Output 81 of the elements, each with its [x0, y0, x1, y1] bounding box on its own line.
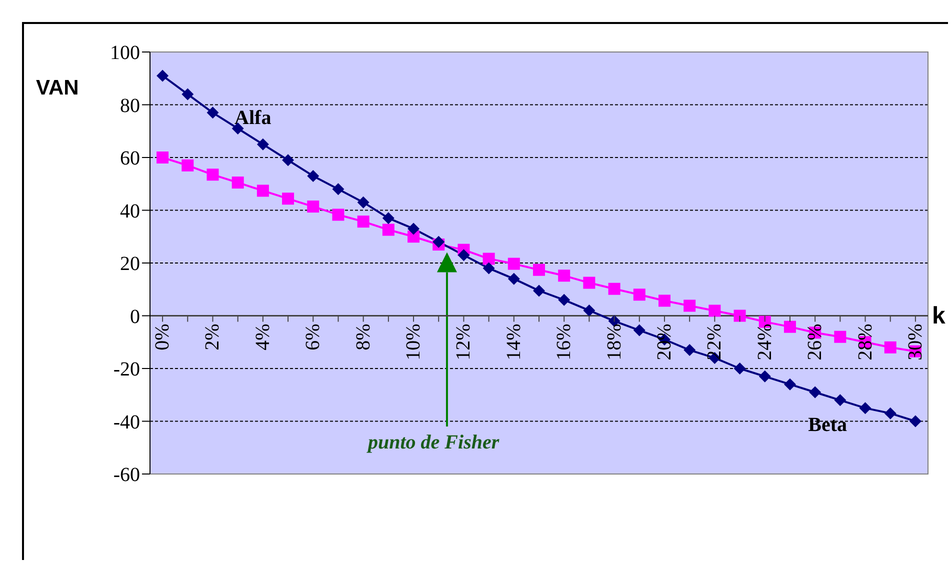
point — [708, 304, 721, 317]
y-tick-label: -20 — [113, 358, 140, 381]
x-tick-label: 2% — [202, 324, 224, 350]
point — [658, 294, 670, 307]
point — [408, 222, 420, 235]
point — [884, 407, 896, 420]
x-tick-label: 0% — [152, 324, 174, 350]
point — [232, 176, 244, 189]
point — [432, 236, 445, 248]
point — [633, 324, 646, 336]
point — [734, 310, 746, 322]
point — [256, 184, 269, 197]
point — [382, 224, 394, 236]
annotation: punto de Fisher — [366, 431, 500, 454]
point — [482, 262, 495, 274]
point — [734, 362, 746, 374]
point — [558, 294, 570, 306]
point — [156, 152, 169, 164]
x-tick-label: 4% — [252, 324, 274, 350]
x-tick-label: 30% — [904, 324, 926, 360]
point — [758, 370, 771, 382]
x-tick-label: 12% — [452, 324, 475, 360]
point — [834, 330, 846, 343]
point — [206, 106, 219, 119]
y-tick-label: 40 — [120, 200, 140, 222]
x-tick-label: 22% — [704, 324, 726, 360]
point — [583, 304, 596, 316]
x-tick-label: 24% — [754, 324, 776, 360]
x-axis-title: k — [932, 302, 946, 330]
y-tick-label: -60 — [113, 464, 140, 486]
point — [508, 258, 520, 270]
point — [583, 276, 596, 289]
y-tick-label: 100 — [110, 42, 140, 64]
x-tick-label: 26% — [804, 324, 826, 360]
y-tick-label: 0 — [130, 306, 140, 328]
point — [533, 284, 545, 297]
point — [256, 138, 269, 150]
point — [282, 154, 294, 166]
point — [357, 196, 370, 208]
point — [684, 344, 696, 356]
point — [282, 192, 294, 205]
point — [608, 282, 620, 295]
point — [508, 272, 520, 285]
y-axis-title: VAN — [36, 76, 79, 100]
x-tick-label: 20% — [653, 324, 676, 360]
point — [909, 415, 922, 428]
annotation: Alfa — [234, 106, 272, 129]
point — [182, 159, 194, 172]
annotation: Beta — [808, 414, 848, 436]
point — [156, 70, 169, 82]
x-tick-label: 16% — [553, 324, 576, 360]
point — [784, 320, 796, 333]
point — [859, 402, 872, 414]
x-tick-label: 6% — [302, 324, 324, 350]
point — [809, 386, 822, 398]
x-tick-label: 28% — [854, 324, 876, 360]
point — [784, 378, 796, 390]
y-tick-label: 80 — [120, 94, 140, 117]
x-tick-label: 18% — [603, 324, 626, 360]
point — [558, 270, 570, 282]
x-tick-label: 10% — [402, 324, 425, 360]
point — [884, 341, 896, 354]
y-tick-label: -40 — [113, 411, 140, 434]
point — [182, 88, 194, 100]
x-tick-label: 8% — [352, 324, 374, 350]
point — [206, 168, 219, 181]
point — [357, 216, 370, 228]
x-tick-label: 14% — [502, 324, 525, 360]
point — [332, 208, 344, 221]
point — [834, 394, 846, 406]
y-tick-label: 60 — [120, 148, 140, 170]
point — [458, 249, 470, 262]
y-tick-label: 20 — [120, 253, 140, 276]
point — [307, 170, 320, 182]
point — [684, 300, 696, 312]
point — [633, 288, 646, 301]
point — [533, 264, 545, 276]
point — [382, 212, 394, 224]
point — [332, 183, 344, 196]
point — [482, 252, 495, 265]
point — [307, 200, 320, 213]
